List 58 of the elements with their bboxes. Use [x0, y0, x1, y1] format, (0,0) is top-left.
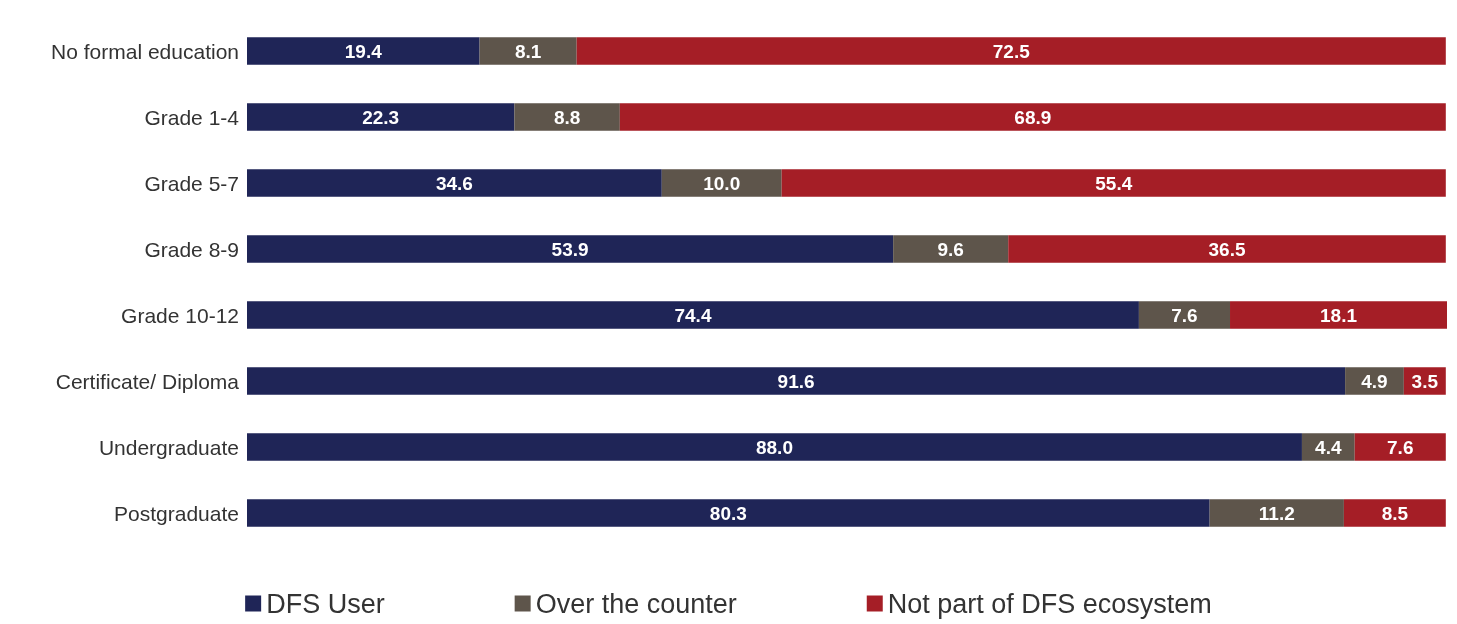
data-label: 9.6	[937, 238, 964, 260]
bar	[247, 433, 1302, 461]
y-tick-label: Grade 5-7	[144, 171, 239, 195]
bar	[893, 235, 1009, 263]
legend-label: Over the counter	[535, 588, 737, 619]
data-label: 72.5	[992, 40, 1031, 62]
bar	[514, 103, 620, 131]
bar	[247, 301, 1139, 329]
data-label: 10.0	[703, 172, 741, 194]
bar	[576, 37, 1446, 65]
bar	[1209, 499, 1344, 527]
bar	[1345, 367, 1404, 395]
bar	[1354, 433, 1446, 461]
data-label: 36.5	[1208, 238, 1246, 260]
y-tick-label: Undergraduate	[98, 435, 239, 459]
data-label: 80.3	[709, 502, 747, 524]
bar	[781, 169, 1446, 197]
data-label: 11.2	[1258, 502, 1295, 524]
data-label: 22.3	[362, 106, 400, 128]
data-label: 7.6	[1171, 304, 1198, 326]
y-tick-label: Certificate/ Diploma	[55, 369, 240, 393]
bar	[1008, 235, 1446, 263]
data-label: 18.1	[1320, 304, 1358, 326]
data-label: 7.6	[1387, 436, 1414, 458]
y-tick-label: Grade 8-9	[144, 237, 239, 261]
legend-label: DFS User	[266, 588, 385, 619]
data-label: 68.9	[1014, 106, 1052, 128]
bar	[247, 103, 515, 131]
y-tick-label: Grade 1-4	[144, 105, 240, 129]
data-label: 19.4	[344, 40, 383, 62]
bar	[247, 169, 662, 197]
bar	[479, 37, 577, 65]
data-label: 91.6	[777, 370, 815, 392]
data-label: 53.9	[551, 238, 589, 260]
y-tick-label: Grade 10-12	[121, 303, 239, 327]
data-label: 4.9	[1361, 370, 1388, 392]
data-label: 4.4	[1315, 436, 1342, 458]
bar	[619, 103, 1446, 131]
data-label: 88.0	[755, 436, 793, 458]
data-label: 8.1	[514, 40, 542, 62]
data-label: 34.6	[435, 172, 473, 194]
bar	[1301, 433, 1355, 461]
bar	[1230, 301, 1447, 329]
bar	[661, 169, 782, 197]
bar	[247, 37, 480, 65]
bar	[247, 499, 1210, 527]
bar	[247, 235, 894, 263]
data-label: 55.4	[1095, 172, 1133, 194]
bar	[247, 367, 1346, 395]
y-tick-label: Postgraduate	[114, 501, 239, 525]
data-label: 74.4	[674, 304, 712, 326]
data-label: 8.8	[553, 106, 581, 128]
legend-label: Not part of DFS ecosystem	[887, 588, 1212, 619]
bar	[1343, 499, 1446, 527]
data-label: 8.5	[1381, 502, 1409, 524]
bar	[1138, 301, 1231, 329]
y-tick-label: No formal education	[51, 39, 239, 63]
data-label: 3.5	[1411, 370, 1439, 392]
